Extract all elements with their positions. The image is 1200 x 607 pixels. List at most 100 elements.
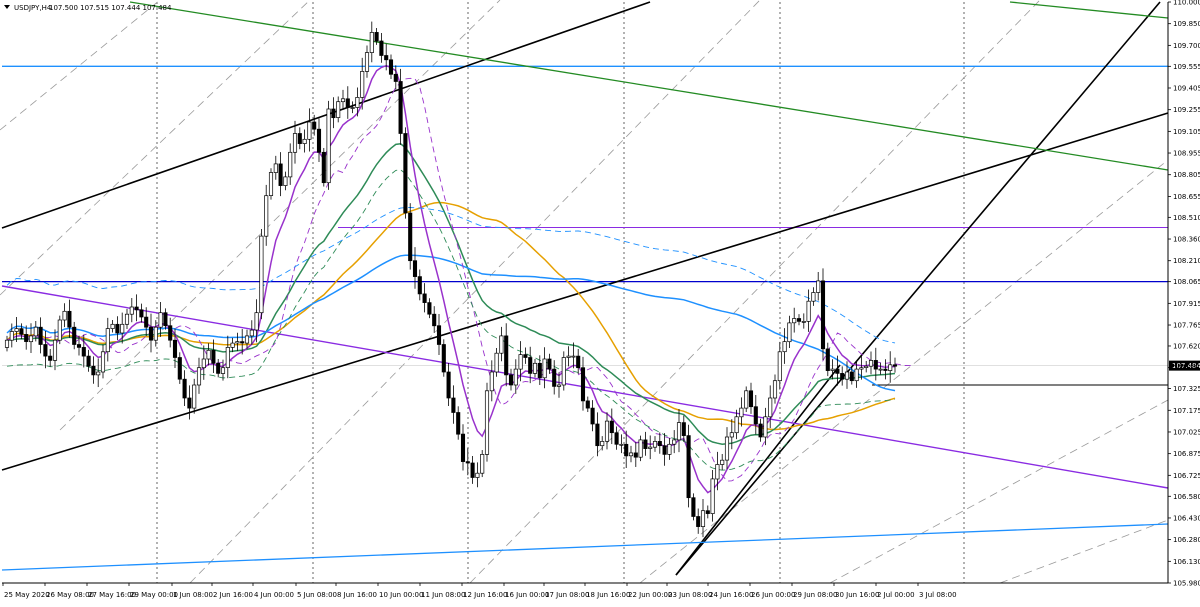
candle-body [196,367,202,386]
triangle-down-icon[interactable] [4,5,10,9]
candle-body [460,433,466,462]
candle-body [9,331,14,341]
channel-line [189,0,761,584]
price-markers: 107.484 [1169,360,1200,371]
candle-body [470,462,475,478]
price-tick-label: 109.850 [1173,20,1200,28]
candle-body [384,55,389,61]
candle-body [868,360,874,367]
candle-body [700,510,706,527]
price-tick-label: 108.360 [1173,236,1200,244]
time-tick-label: 5 Jun 08:00 [297,591,337,599]
candle-body [662,445,667,455]
candle-body [192,384,197,409]
candle-body [417,276,422,295]
candle-body [715,464,720,480]
candle-body [220,367,226,374]
candle-body [264,195,269,237]
candle-body [720,459,725,465]
candle-body [427,302,432,315]
candle-body [240,341,245,344]
candle-body [556,384,562,387]
time-tick-label: 4 Jun 00:00 [254,591,294,599]
candle-body [163,312,168,327]
candle-body [772,380,778,399]
time-tick-label: 12 Jun 16:00 [463,591,507,599]
candle-body [624,443,629,457]
candle-body [124,313,130,325]
time-tick-label: 23 Jun 08:00 [668,591,712,599]
candle-body [734,416,739,434]
moving-average-line [26,77,915,482]
candle-body [638,439,643,458]
price-tick-label: 108.655 [1173,193,1200,201]
time-tick-label: 26 Jun 00:00 [751,591,795,599]
candle-body [336,101,341,118]
candle-body [590,407,595,425]
candle-body [691,497,696,517]
candle-body [182,378,187,399]
candle-body [571,355,576,358]
candle-body [312,121,317,130]
current-price-label: 107.484 [1172,362,1200,370]
price-tick-label: 107.765 [1173,322,1200,330]
time-tick-label: 1 Jun 08:00 [173,591,213,599]
candle-body [326,108,331,184]
candle-body [542,358,547,379]
candle-body [820,280,826,350]
candle-body [710,478,715,514]
time-tick-label: 16 Jun 00:00 [505,591,549,599]
candle-body [648,446,653,449]
candle-body [696,516,701,527]
candle-body [513,368,518,386]
candle-body [134,306,139,311]
candle-body [686,435,691,499]
time-tick-label: 17 Jun 08:00 [545,591,589,599]
candle-body [830,368,835,371]
time-tick-label: 22 Jun 00:00 [628,591,672,599]
candle-body [681,422,686,436]
candle-body [878,368,883,371]
price-tick-label: 106.875 [1173,450,1200,458]
price-tick-label: 106.580 [1173,493,1200,501]
candle-body [436,325,442,345]
candle-body [446,371,451,399]
time-tick-label: 30 Jun 16:00 [835,591,879,599]
candle-body [283,176,288,186]
candle-body [883,368,888,371]
candle-body [739,407,744,418]
time-tick-label: 3 Jul 08:00 [919,591,957,599]
channel-line [639,159,1169,584]
candle-body [33,326,38,337]
time-tick-label: 2 Jul 00:00 [877,591,915,599]
trendlines[interactable] [0,0,1169,584]
candle-body [441,344,446,373]
candle-body [748,390,754,408]
candle-body [120,323,125,334]
candle-body [782,341,787,353]
candle-body [801,321,806,323]
candle-body [652,441,658,448]
candle-body [864,365,869,368]
candle-body [249,329,254,337]
price-tick-label: 107.325 [1173,385,1200,393]
time-tick-label: 10 Jun 00:00 [379,591,423,599]
candle-body [451,397,456,413]
candle-body [216,362,221,374]
candle-body [408,212,413,262]
candle-body [81,347,86,357]
candle-body [844,371,850,380]
price-tick-label: 107.620 [1173,342,1200,350]
candle-body [628,452,634,457]
candle-body [331,108,336,119]
candle-body [854,368,859,382]
time-tick-label: 2 Jun 16:00 [213,591,253,599]
candle-body [345,98,350,108]
candle-body [340,98,346,103]
channel-line [0,0,311,296]
price-tick-label: 108.065 [1173,278,1200,286]
trendline [1,112,1169,471]
